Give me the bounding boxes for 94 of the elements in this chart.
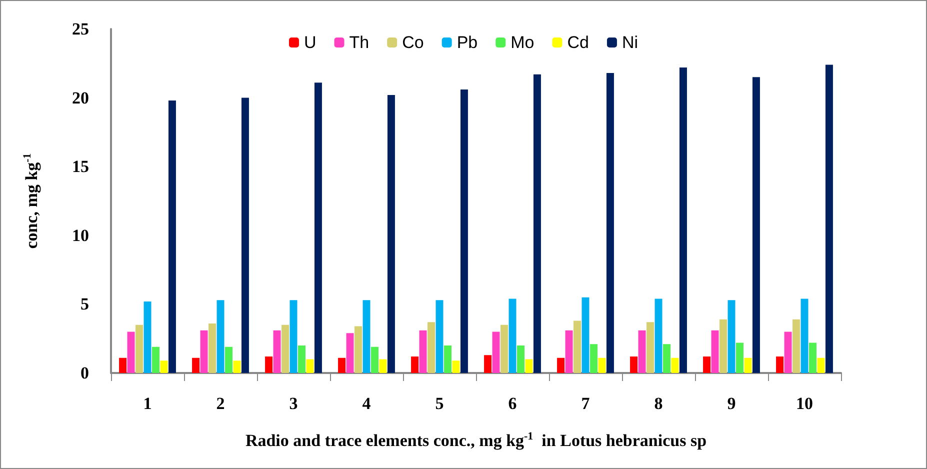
bar [606,73,614,373]
y-tick-label: 10 [72,226,89,245]
bar [379,359,387,373]
legend-label: U [304,33,316,52]
bar [216,300,224,373]
bar [744,358,752,373]
y-tick-label: 25 [72,20,89,38]
bar [346,333,354,373]
bar [314,82,322,373]
y-axis-title: conc, mg kg-1 [22,153,41,249]
bar [387,95,395,373]
bar [565,330,573,373]
bar [144,301,152,373]
bar [671,358,679,373]
bar [533,74,541,373]
x-tick-label: 6 [508,394,517,413]
y-tick-label: 20 [72,88,89,108]
bar [119,358,127,373]
bar [354,326,362,373]
legend-label: Ni [622,33,638,52]
legend-label: Cd [567,33,589,52]
bar [679,68,687,373]
bar [720,319,728,373]
bar [290,300,298,373]
bar [224,346,232,373]
bar [525,359,533,373]
x-tick-label: 5 [435,394,444,413]
x-tick-label: 8 [654,394,663,413]
x-tick-label: 3 [289,394,298,413]
bar [484,355,492,373]
bar [792,319,800,373]
bar [784,332,792,373]
y-tick-label: 0 [80,364,89,382]
bar [192,358,200,373]
legend-label: Pb [456,33,478,52]
legend-label: Th [349,33,370,52]
bar [370,346,378,373]
x-tick-label: 1 [143,394,152,413]
bar [752,77,760,373]
bar [298,345,306,373]
bar [500,324,508,373]
bar [646,322,654,373]
bar [436,300,444,373]
bar [557,358,565,373]
bar [516,345,524,373]
bar [282,324,290,373]
bar [241,98,249,373]
bar [728,300,736,373]
bar [411,356,419,373]
y-tick-label: 5 [80,294,89,314]
bar [800,298,808,373]
bar [338,358,346,373]
x-tick-label: 9 [727,394,736,413]
x-tick-label: 10 [796,394,813,413]
bar [152,346,160,373]
bar [136,324,144,373]
bar [428,322,436,373]
bar [817,358,825,373]
bar [776,356,784,373]
y-tick-label: 15 [72,157,89,176]
x-tick-label: 4 [362,394,372,413]
bar [736,342,744,373]
bar [160,360,168,373]
bar [419,330,427,373]
bar [508,298,516,373]
bar [362,300,370,373]
bar [452,360,460,373]
bar [638,330,646,373]
x-tick-label: 7 [581,394,590,413]
bar [598,358,606,373]
bar [630,356,638,373]
bar [654,298,662,373]
bar [460,90,468,373]
bar [208,323,216,373]
legend-label: Co [402,33,424,52]
bar [703,356,711,373]
bar [582,297,590,373]
bar [168,100,176,373]
legend-label: Mo [510,33,534,52]
bar [808,342,816,373]
bar [711,330,719,373]
bar [662,344,670,373]
bar [233,360,241,373]
bar [273,330,281,373]
bar [200,330,208,373]
bar [825,64,833,373]
bar [306,359,314,373]
bar [444,345,452,373]
bar [127,332,135,373]
bar [492,332,500,373]
bar [265,356,273,373]
x-tick-label: 2 [216,394,225,413]
bar [590,344,598,373]
bar [574,320,582,373]
